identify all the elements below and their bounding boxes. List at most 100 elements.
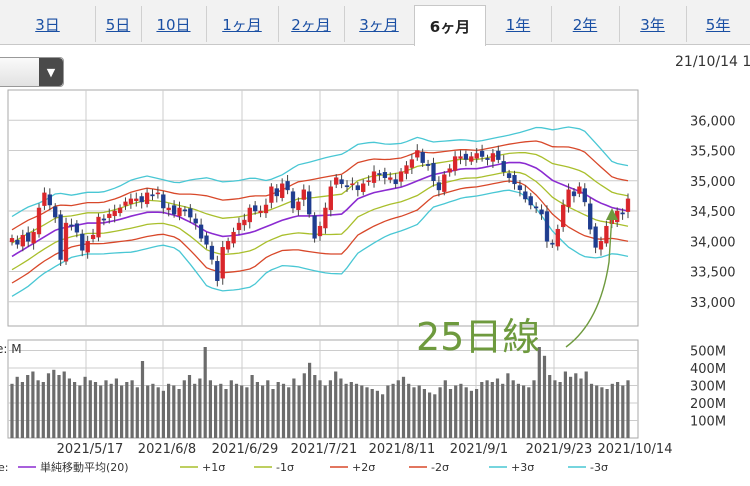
- volume-bar: [537, 347, 541, 438]
- tab-3d[interactable]: 3日: [0, 6, 96, 42]
- candle-down: [528, 196, 533, 206]
- chart-type-select[interactable]: ▼: [0, 57, 64, 87]
- tab-1m[interactable]: 1ヶ月: [206, 6, 279, 42]
- candle-down: [69, 224, 74, 227]
- candle-down: [533, 206, 539, 209]
- candle-down: [290, 191, 296, 209]
- volume-bar: [605, 389, 609, 438]
- candle-up: [107, 213, 112, 218]
- volume-bar: [511, 380, 515, 439]
- tab-2y[interactable]: 2年: [551, 6, 620, 42]
- legend-prefix: e:: [0, 461, 8, 474]
- annotation-arrow: [565, 213, 613, 348]
- candle-down: [436, 182, 442, 191]
- volume-bar: [36, 380, 40, 439]
- candle-down: [593, 226, 598, 248]
- candle-up: [598, 241, 604, 250]
- legend-item: +1σ: [202, 461, 225, 474]
- volume-bar: [104, 380, 108, 439]
- candle-up: [555, 228, 560, 247]
- x-tick-label: 2021/9/1: [450, 442, 508, 457]
- volume-bar: [93, 382, 98, 438]
- volume-bar: [308, 362, 312, 439]
- candle-up: [263, 204, 269, 214]
- tab-5y[interactable]: 5年: [705, 15, 731, 34]
- tab-6m[interactable]: 6ヶ月: [414, 5, 486, 46]
- volume-bar: [365, 387, 369, 439]
- x-tick-label: 2021/9/23: [526, 442, 593, 457]
- volume-bar: [172, 385, 176, 438]
- candle-up: [247, 207, 252, 223]
- candle-down: [101, 218, 107, 221]
- candle-up: [474, 153, 479, 159]
- volume-bar: [240, 385, 244, 438]
- candle-up: [447, 168, 452, 173]
- candle-down: [550, 242, 555, 245]
- candle-down: [420, 152, 425, 163]
- volume-bar: [250, 375, 254, 438]
- plus-sigma3-line: [11, 126, 629, 218]
- tab-3y[interactable]: 3年: [619, 6, 687, 42]
- volume-bar: [626, 380, 630, 439]
- volume-bar: [67, 378, 71, 438]
- candle-down: [485, 158, 490, 160]
- candle-up: [604, 225, 609, 244]
- candle-down: [161, 194, 166, 209]
- x-tick-label: 2021/6/29: [212, 442, 279, 457]
- volume-bar: [135, 387, 139, 439]
- legend-item: -3σ: [590, 461, 608, 474]
- tab-2m[interactable]: 2ヶ月: [278, 6, 345, 42]
- candle-down: [58, 214, 63, 260]
- volume-bar: [516, 383, 520, 439]
- candle-up: [561, 204, 566, 228]
- volume-bar: [125, 382, 129, 438]
- volume-bar: [527, 387, 531, 439]
- tab-5d[interactable]: 5日: [95, 6, 142, 42]
- candle-up: [452, 156, 458, 171]
- volume-tick-label: 200M: [690, 397, 726, 412]
- candle-up: [31, 231, 36, 244]
- candle-down: [47, 194, 52, 206]
- volume-bar: [234, 383, 239, 439]
- candle-down: [496, 150, 501, 160]
- volume-bar: [281, 383, 286, 439]
- x-tick-label: 2021/5/17: [57, 442, 124, 457]
- candle-down: [517, 185, 523, 191]
- volume-bar: [73, 382, 77, 438]
- candle-up: [123, 201, 128, 206]
- candle-up: [409, 159, 415, 168]
- legend-item: +3σ: [511, 461, 534, 474]
- annotation-arrowhead: [606, 208, 618, 220]
- volume-bar: [616, 382, 620, 438]
- volume-bar: [386, 385, 390, 438]
- candle-up: [220, 247, 225, 279]
- volume-bar: [83, 376, 87, 439]
- candle-up: [20, 234, 25, 247]
- candle-up: [361, 183, 366, 192]
- candle-down: [74, 223, 80, 233]
- volume-bar: [78, 385, 82, 438]
- tab-1y[interactable]: 1年: [485, 6, 552, 42]
- candle-up: [63, 222, 69, 262]
- candle-up: [112, 210, 117, 217]
- volume-bar: [438, 387, 442, 439]
- volume-bar: [553, 380, 557, 439]
- volume-bar: [26, 375, 30, 438]
- period-tabs: 3日 5日 10日 1ヶ月 2ヶ月 3ヶ月 6ヶ月 1年 2年 3年 5年: [0, 0, 750, 46]
- volume-bar: [464, 387, 468, 439]
- candle-down: [539, 209, 544, 215]
- volume-bar: [302, 373, 306, 439]
- candle-up: [90, 234, 96, 240]
- volume-bar: [52, 369, 56, 439]
- candle-down: [193, 218, 198, 224]
- candle-down: [171, 205, 177, 215]
- volume-bar: [46, 373, 51, 439]
- chevron-down-icon[interactable]: ▼: [39, 58, 63, 86]
- candle-down: [307, 191, 312, 215]
- candle-down: [544, 211, 550, 242]
- volume-bar: [20, 382, 24, 438]
- tab-10d[interactable]: 10日: [141, 6, 207, 42]
- volume-bar: [354, 383, 359, 439]
- volume-bar: [31, 371, 35, 438]
- volume-bar: [99, 385, 103, 438]
